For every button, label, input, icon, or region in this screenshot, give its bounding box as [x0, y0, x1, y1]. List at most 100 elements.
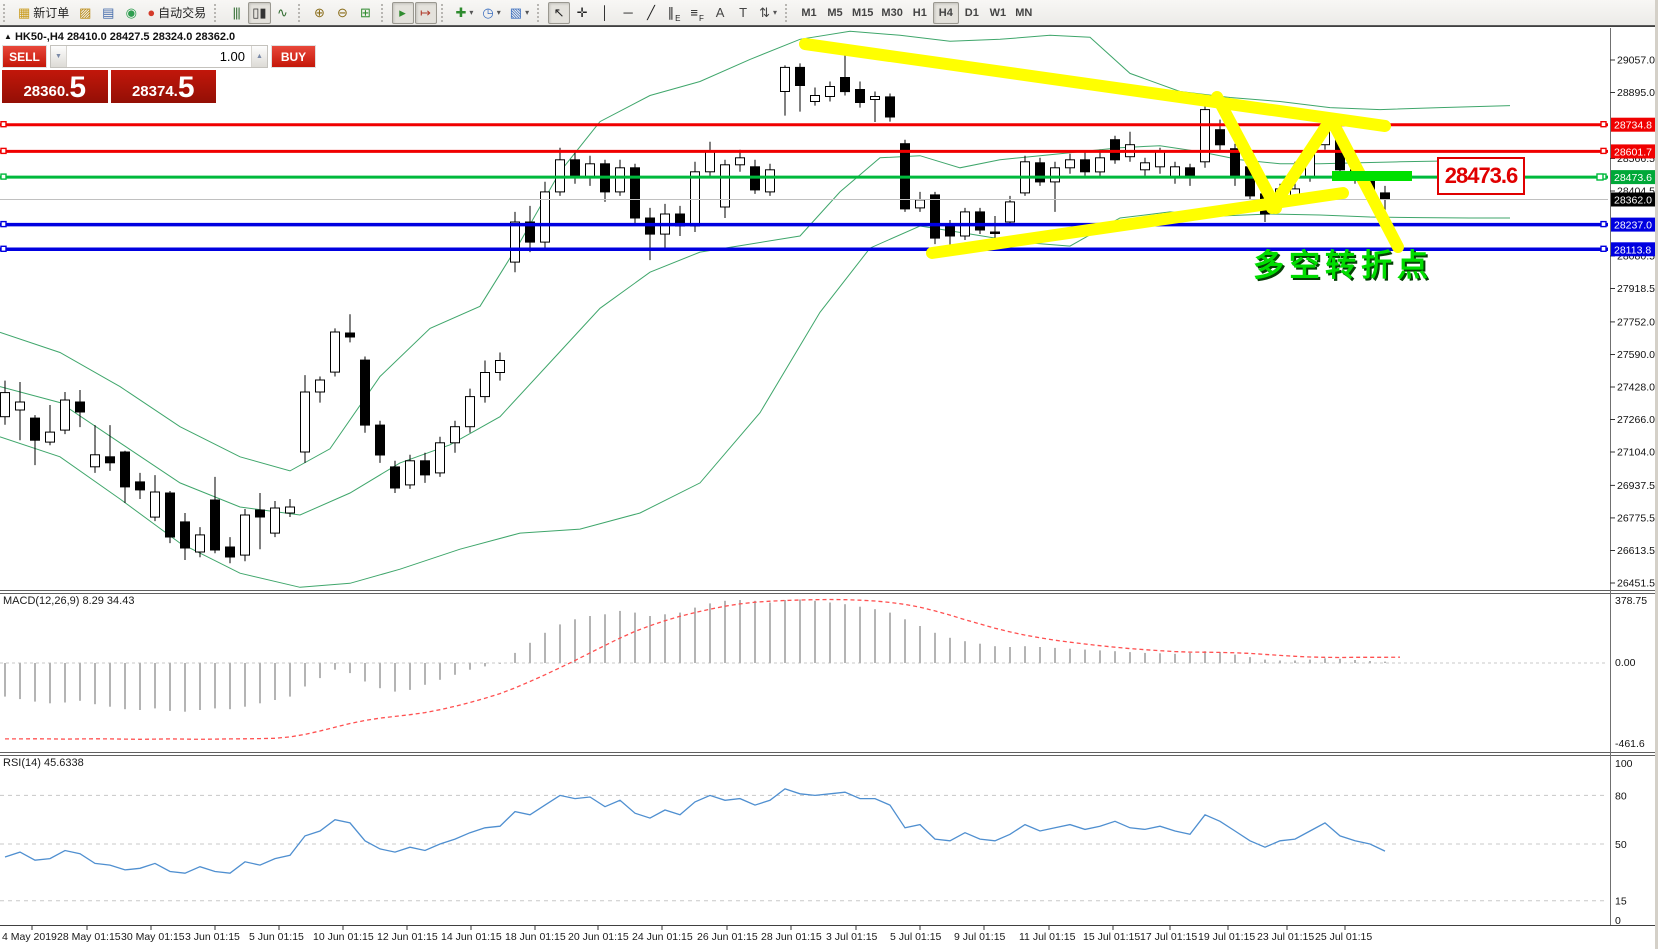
fibonacci-button[interactable]: ≡ F [686, 2, 708, 24]
horizontal-line-button[interactable]: ─ [617, 2, 639, 24]
svg-text:27752.0: 27752.0 [1617, 316, 1655, 328]
candle [0, 392, 10, 418]
trendline-zigzag-down-2[interactable] [1325, 113, 1404, 253]
equidistant-channel-button[interactable]: ∥ E [663, 2, 685, 24]
arrows-button[interactable]: ⇅ ▾ [755, 2, 781, 24]
candle [240, 514, 250, 556]
templates-button[interactable]: ▧ ▾ [506, 2, 533, 24]
profiles-button[interactable]: ▨ [74, 2, 96, 24]
svg-text:28237.0: 28237.0 [1614, 220, 1652, 232]
zoom-in-button[interactable]: ⊕ [309, 2, 331, 24]
templates-icon: ▧ [509, 5, 523, 20]
candle [735, 157, 745, 166]
volume-input[interactable] [67, 46, 251, 67]
candle [195, 534, 205, 553]
candle [1050, 167, 1060, 183]
crosshair-button[interactable]: ✛ [571, 2, 593, 24]
candle [1185, 167, 1195, 178]
svg-text:10 Jun 01:15: 10 Jun 01:15 [313, 931, 374, 943]
svg-text:12 Jun 01:15: 12 Jun 01:15 [377, 931, 438, 943]
chart-shift-button[interactable]: ↦ [414, 1, 437, 24]
buy-price-main: 28374 [131, 83, 174, 100]
tab-timeframe-MN[interactable]: MN [1011, 2, 1037, 24]
candle [795, 66, 805, 87]
candle [45, 431, 55, 443]
price-axis[interactable]: 29057.028895.028566.528404.528080.527918… [1610, 28, 1658, 925]
candle [75, 401, 85, 413]
svg-text:80: 80 [1615, 790, 1627, 802]
trendline-zigzag-down-1[interactable] [1211, 91, 1282, 214]
candle [870, 96, 880, 100]
new-order-button[interactable]: ▦ 新订单 [14, 2, 73, 24]
vertical-line-button[interactable]: │ [594, 2, 616, 24]
auto-trading-button[interactable]: ● 自动交易 [143, 2, 210, 24]
tile-windows-button[interactable]: ⊞ [355, 2, 377, 24]
text-button[interactable]: A [709, 2, 731, 24]
svg-text:28895.0: 28895.0 [1617, 87, 1655, 99]
svg-text:3 Jun 01:15: 3 Jun 01:15 [185, 931, 240, 943]
svg-text:27918.5: 27918.5 [1617, 283, 1655, 295]
tab-timeframe-M15[interactable]: M15 [848, 2, 877, 24]
bollinger-lower-band [0, 211, 1510, 588]
candle [30, 417, 40, 441]
candle [540, 191, 550, 243]
time-axis[interactable]: 4 May 2019 28 May 01:15 30 May 01:15 3 Jun … [2, 926, 1372, 943]
trend-line-button[interactable]: ╱ [640, 2, 662, 24]
candlestick-chart-button[interactable]: ▯▮ [248, 1, 271, 24]
signals-button[interactable]: ◉ [120, 2, 142, 24]
toolbar-group-grip [785, 3, 792, 22]
icon-subscript: E [675, 13, 681, 23]
text-label-button[interactable]: T [732, 2, 754, 24]
auto-scroll-button[interactable]: ▸ [391, 1, 414, 24]
tab-timeframe-M5[interactable]: M5 [822, 2, 848, 24]
arrows-icon: ⇅ [759, 5, 770, 20]
sell-price[interactable]: 28360 . 5 [2, 70, 108, 103]
signals-icon: ◉ [125, 5, 137, 20]
tab-timeframe-M1[interactable]: M1 [796, 2, 822, 24]
candle [810, 95, 820, 102]
svg-text:14 Jun 01:15: 14 Jun 01:15 [441, 931, 502, 943]
candle [945, 225, 955, 237]
bar-chart-button[interactable]: ||| [225, 2, 247, 24]
chart-shift-icon: ↦ [420, 5, 431, 20]
toolbar-group-grip [380, 3, 388, 22]
tab-timeframe-D1[interactable]: D1 [959, 2, 985, 24]
candle [15, 401, 25, 411]
trendline-upper-descending[interactable] [799, 38, 1391, 132]
toolbar: ▦ 新订单 ▨ ▤ ◉ ● 自动交易 ||| ▯▮ ∿ ⊕ ⊖ ⊞ ▸ ↦ ✚ ▾ ◷ ▾ ▧ ▾ ↖ ✛ │ ─ ╱ ∥ E ≡ F A T… [0, 0, 1658, 26]
cursor-button[interactable]: ↖ [548, 1, 571, 24]
svg-text:23 Jul 01:15: 23 Jul 01:15 [1257, 931, 1314, 943]
candle [60, 399, 70, 431]
line-chart-button[interactable]: ∿ [272, 2, 294, 24]
volume-increase-button[interactable]: ▲ [251, 46, 267, 67]
periods-button[interactable]: ◷ ▾ [478, 2, 504, 24]
svg-text:26613.5: 26613.5 [1617, 545, 1655, 557]
candle [1380, 192, 1390, 200]
trendline-zigzag-up[interactable] [1266, 113, 1337, 214]
tab-timeframe-H4[interactable]: H4 [932, 1, 959, 24]
volume-decrease-button[interactable]: ▼ [51, 46, 67, 67]
tab-timeframe-M30[interactable]: M30 [877, 2, 906, 24]
channel-icon: ∥ [667, 5, 675, 20]
svg-text:29057.0: 29057.0 [1617, 55, 1655, 67]
indicators-icon: ✚ [455, 5, 467, 20]
svg-text:30 May 01:15: 30 May 01:15 [121, 931, 185, 943]
buy-price[interactable]: 28374 . 5 [110, 70, 216, 104]
buy-button[interactable]: BUY [271, 45, 316, 68]
svg-text:28 May 01:15: 28 May 01:15 [57, 931, 121, 943]
zoom-out-button[interactable]: ⊖ [332, 2, 354, 24]
indicators-button[interactable]: ✚ ▾ [452, 2, 478, 24]
chevron-down-icon: ▾ [773, 8, 778, 17]
sell-button[interactable]: SELL [2, 45, 47, 68]
candle [315, 379, 325, 393]
window-edge [1655, 0, 1658, 949]
tab-timeframe-H1[interactable]: H1 [907, 2, 933, 24]
market-watch-button[interactable]: ▤ [97, 2, 119, 24]
buy-price-big-digit: 5 [177, 70, 195, 104]
candle [180, 521, 190, 549]
candle [1200, 109, 1210, 163]
periods-icon: ◷ [482, 5, 494, 20]
candle [570, 159, 580, 179]
tab-timeframe-W1[interactable]: W1 [985, 2, 1011, 24]
